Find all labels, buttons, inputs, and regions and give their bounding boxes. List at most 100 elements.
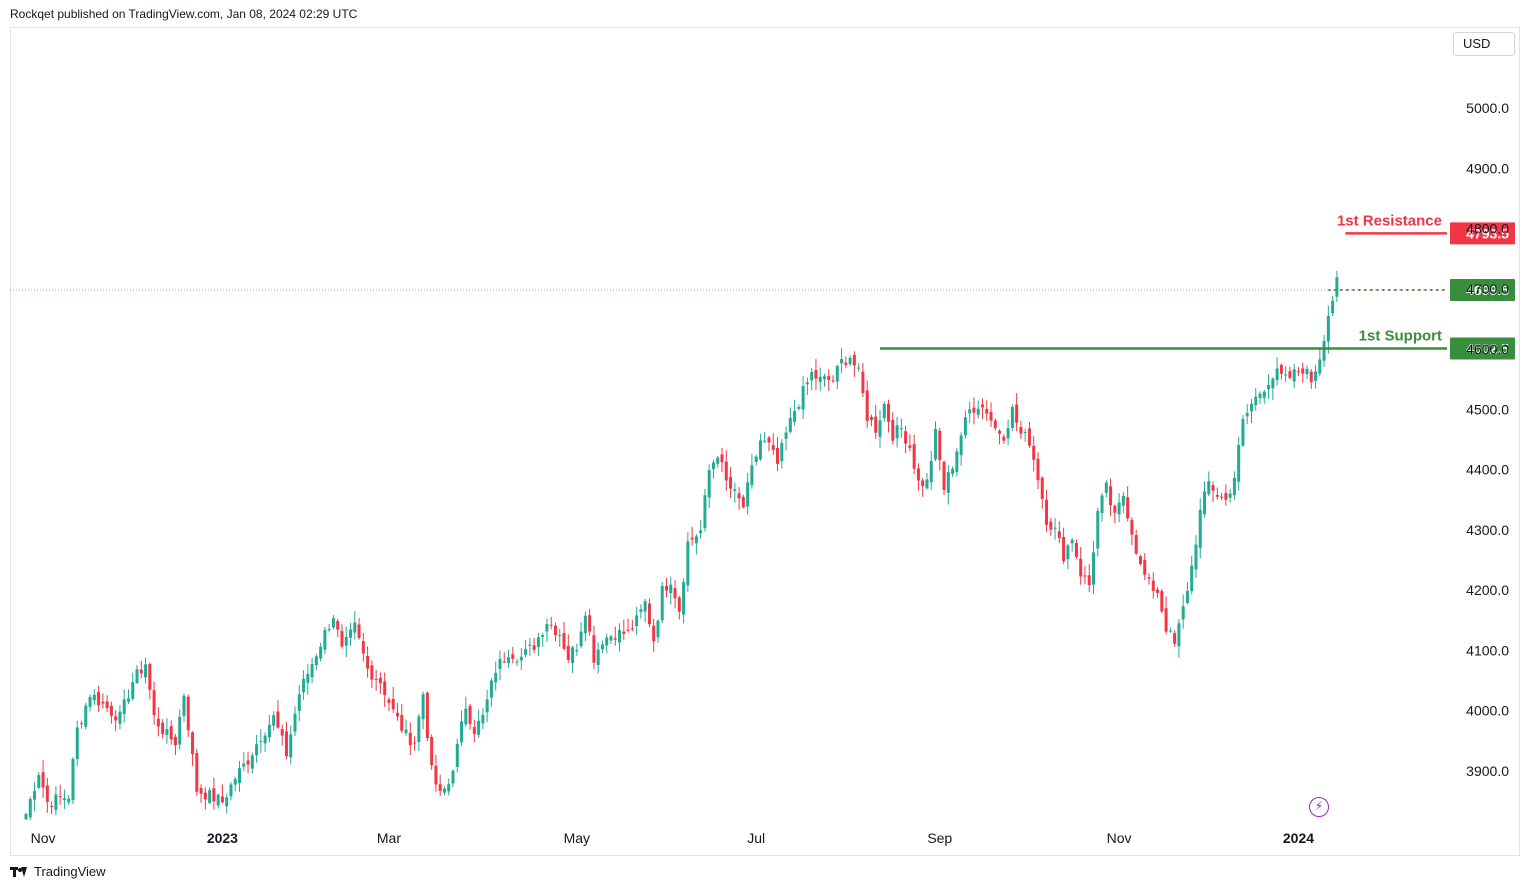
candle-body — [596, 649, 600, 665]
candle-body — [1100, 495, 1104, 514]
candle-body — [238, 768, 241, 784]
published-header: Rockqet published on TradingView.com, Ja… — [10, 7, 358, 21]
candle-body — [507, 657, 511, 663]
candles — [24, 270, 1339, 820]
candle-body — [588, 615, 592, 632]
chart-frame — [10, 27, 1520, 856]
candle-body — [780, 442, 784, 461]
candle-body — [1185, 590, 1189, 603]
candle-body — [1138, 556, 1142, 564]
candle-body — [161, 722, 165, 734]
candle-body — [891, 419, 895, 441]
candle-body — [297, 694, 301, 711]
candle-body — [754, 456, 758, 462]
candle-body — [45, 785, 49, 802]
candle-body — [105, 701, 109, 709]
candle-body — [41, 772, 45, 788]
candle-body — [293, 713, 297, 732]
level-annotation: 1st Resistance — [1337, 212, 1442, 229]
candle-body — [1168, 630, 1172, 632]
candle-body — [1211, 485, 1215, 491]
candle-body — [1104, 482, 1108, 493]
candle-body — [1006, 428, 1010, 439]
candle-body — [374, 679, 378, 681]
candle-body — [455, 743, 459, 767]
candle-body — [186, 696, 190, 731]
candle-body — [592, 635, 596, 663]
candle-body — [178, 716, 182, 745]
tradingview-logo-icon — [10, 866, 28, 878]
candle-body — [771, 445, 775, 450]
candle-body — [1305, 368, 1309, 375]
candle-body — [840, 359, 844, 364]
candle-body — [1002, 436, 1006, 441]
candle-body — [887, 403, 891, 422]
candle-body — [955, 451, 959, 472]
candle-body — [980, 404, 984, 408]
candle-body — [874, 416, 878, 433]
candle-body — [1121, 495, 1125, 506]
candle-body — [613, 638, 617, 640]
level-annotation: 1st Support — [1359, 327, 1442, 344]
x-tick-label: Jul — [747, 830, 765, 846]
candle-body — [690, 537, 694, 540]
candle-body — [169, 726, 173, 740]
candle-body — [80, 723, 84, 725]
y-tick-label: 4800.0 — [1466, 221, 1509, 237]
candle-body — [259, 741, 263, 743]
x-tick-label: Nov — [1107, 830, 1132, 846]
candle-body — [284, 731, 288, 756]
candle-body — [635, 615, 639, 627]
candle-body — [1130, 520, 1134, 535]
candle-body — [349, 629, 353, 638]
candle-body — [989, 411, 993, 421]
candle-body — [1241, 419, 1245, 446]
candle-body — [387, 699, 391, 703]
candle-body — [916, 468, 920, 481]
candle-body — [1049, 521, 1053, 530]
candle-body — [827, 376, 831, 381]
candle-body — [882, 403, 886, 419]
candle-body — [1117, 502, 1121, 515]
candle-body — [62, 798, 66, 801]
candle-body — [549, 624, 553, 626]
candle-body — [404, 729, 408, 734]
candle-body — [959, 435, 963, 456]
candle-body — [1147, 577, 1151, 579]
candle-body — [319, 646, 323, 659]
candle-body — [1335, 277, 1339, 297]
candle-body — [558, 635, 562, 637]
candle-body — [583, 615, 587, 634]
candle-body — [673, 588, 677, 599]
price-label-box — [1450, 222, 1515, 245]
candle-body — [1207, 481, 1211, 495]
price-label-text: 4602.5 — [1466, 340, 1509, 356]
candle-body — [395, 712, 399, 717]
footer-brand[interactable]: TradingView — [10, 864, 106, 879]
candle-body — [622, 631, 626, 634]
currency-selector[interactable]: USD — [1453, 32, 1515, 56]
candle-body — [1027, 428, 1031, 446]
candle-body — [951, 468, 955, 474]
candle-body — [1010, 407, 1014, 428]
candle-body — [904, 431, 908, 444]
candle-body — [536, 637, 540, 648]
candle-body — [58, 796, 62, 798]
horizontal-levels: 4793.5 4602.5 4699.5 1st Resistance 1st Supp… — [10, 212, 1515, 360]
price-label-text: 4793.5 — [1466, 225, 1509, 241]
candle-body — [1258, 393, 1262, 399]
candle-body — [489, 680, 493, 698]
candle-body — [729, 477, 733, 489]
candle-body — [793, 411, 797, 422]
candle-body — [289, 734, 293, 758]
candle-body — [1079, 558, 1083, 577]
candle-body — [1156, 589, 1160, 593]
candle-body — [724, 461, 728, 481]
candle-body — [1126, 497, 1130, 519]
candle-body — [1309, 371, 1313, 383]
lightning-icon[interactable]: ⚡ — [1309, 797, 1329, 817]
candle-body — [494, 672, 498, 683]
y-tick-label: 4000.0 — [1466, 703, 1509, 719]
candle-body — [814, 370, 818, 379]
